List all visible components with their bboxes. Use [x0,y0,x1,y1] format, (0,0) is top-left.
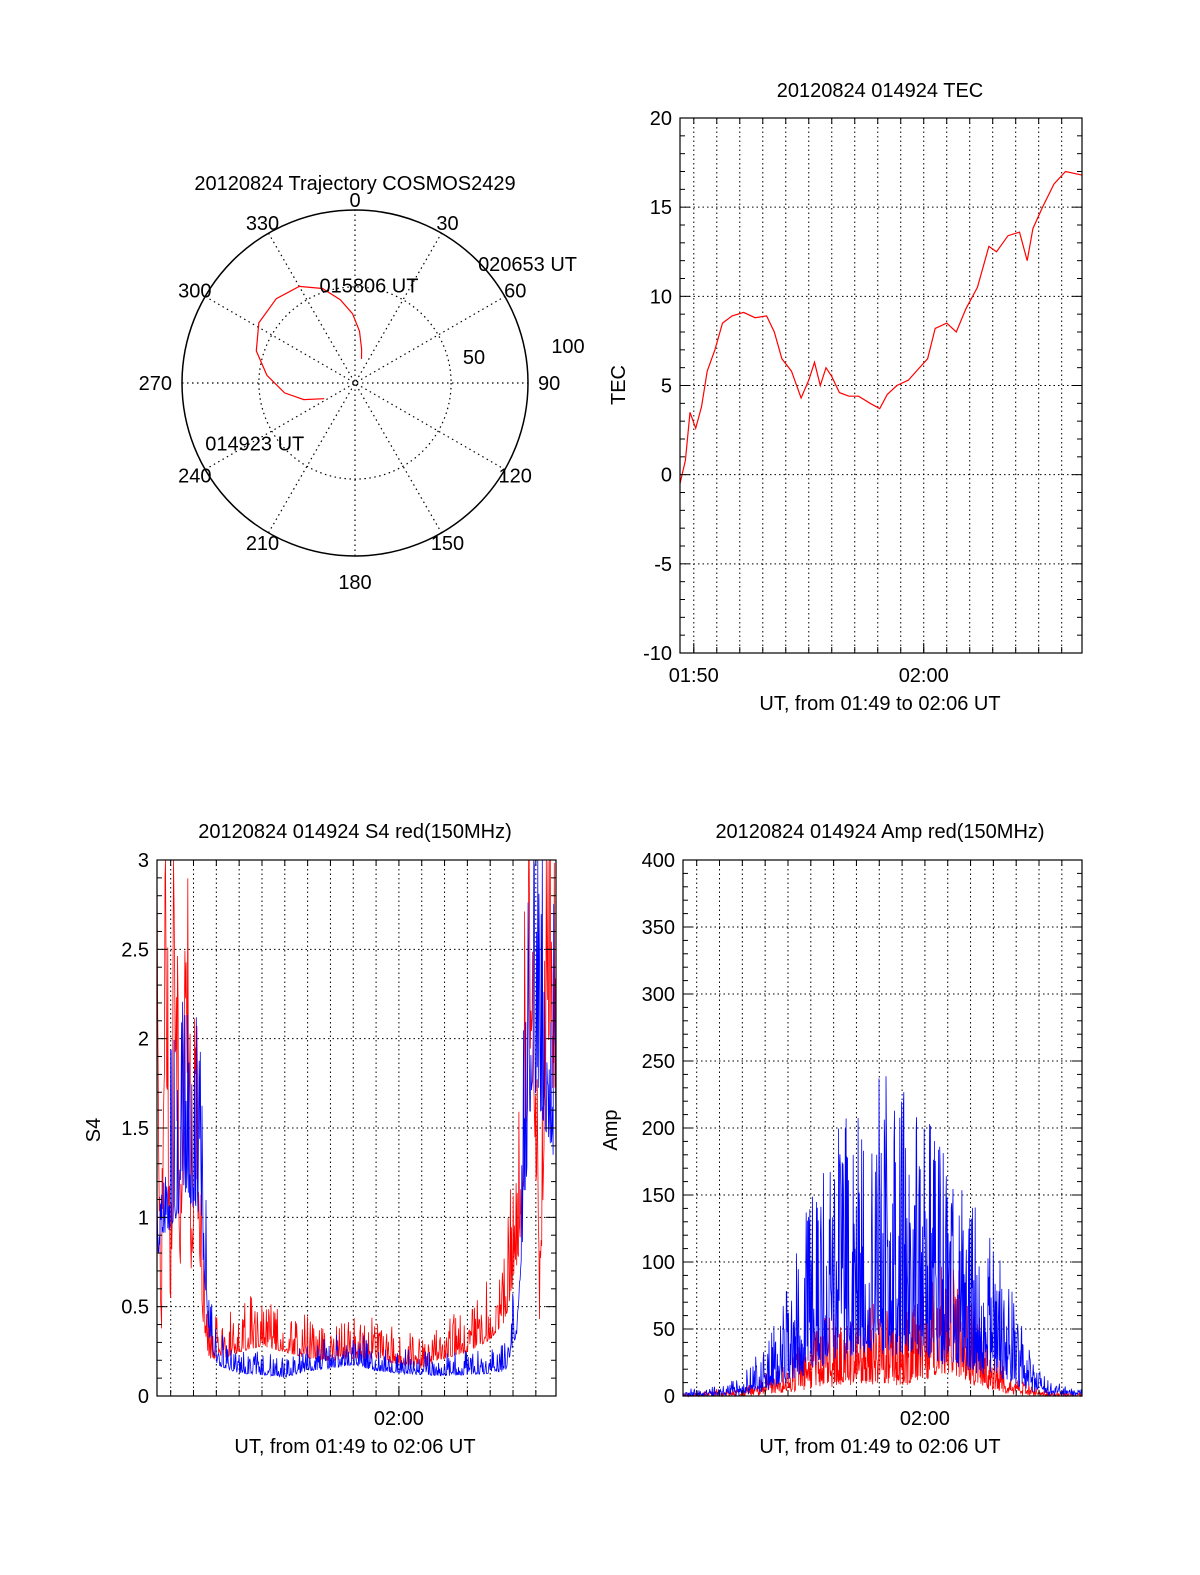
x-tick-label: 01:50 [669,665,719,687]
y-tick-label: 0 [664,1386,675,1408]
x-tick-label: 02:00 [900,1408,950,1430]
polar-ring [258,286,452,480]
tec-ticks: -10 -5 0 5 10 15 20 01:50 02:00 [643,108,1082,687]
polar-trajectory-panel: 20120824 Trajectory COSMOS2429 0 30 60 90 12… [139,173,585,594]
azimuth-label: 330 [246,213,279,235]
x-tick-label: 02:00 [899,665,949,687]
amp-panel: 20120824 014924 Amp red(150MHz) 0 50 100 15… [600,821,1083,1458]
amp-ticks: 0 50 100 150 200 250 300 350 400 02:00 [642,850,1082,1430]
y-tick-label: 350 [642,917,675,939]
polar-title: 20120824 Trajectory COSMOS2429 [194,173,515,195]
s4-title: 20120824 014924 S4 red(150MHz) [198,821,512,843]
s4-ticks: 0 0.5 1 1.5 2 2.5 3 02:00 [121,850,556,1430]
azimuth-label: 30 [436,213,458,235]
s4-x-axis-label: UT, from 01:49 to 02:06 UT [234,1436,475,1458]
azimuth-label: 0 [349,190,360,212]
polar-outer-circle [181,209,529,557]
azimuth-label: 120 [499,466,532,488]
tec-series [679,170,1083,484]
y-tick-label: 300 [642,984,675,1006]
amp-series [682,1076,1083,1398]
y-tick-label: 400 [642,850,675,872]
azimuth-label: 180 [338,572,371,594]
tec-panel: 20120824 014924 TEC -10 -5 0 5 10 15 20 01:50 02… [608,80,1083,715]
azimuth-label: 60 [504,281,526,303]
tec-plot-frame [679,117,1083,654]
polar-labels: 0 30 60 90 120 150 180 210 240 270 300 330 50 100 [139,190,585,594]
series-line-blue [682,1076,1083,1398]
y-tick-label: 250 [642,1051,675,1073]
amp-y-axis-label: Amp [600,1109,622,1150]
y-tick-label: -5 [654,554,672,576]
y-tick-label: 2.5 [121,939,149,961]
radial-label: 50 [463,347,485,369]
y-tick-label: 50 [653,1319,675,1341]
y-tick-label: 100 [642,1252,675,1274]
y-tick-label: 1 [138,1207,149,1229]
y-tick-label: 200 [642,1118,675,1140]
radial-label: 100 [551,336,584,358]
azimuth-label: 270 [139,373,172,395]
y-tick-label: 20 [650,108,672,130]
amp-x-axis-label: UT, from 01:49 to 02:06 UT [759,1436,1000,1458]
s4-series [156,859,557,1379]
azimuth-label: 150 [431,533,464,555]
series-line-blue [156,859,557,1379]
amp-title: 20120824 014924 Amp red(150MHz) [715,821,1044,843]
y-tick-label: 3 [138,850,149,872]
y-tick-label: 10 [650,286,672,308]
tec-grid [680,118,1082,653]
y-tick-label: 1.5 [121,1118,149,1140]
tec-x-axis-label: UT, from 01:49 to 02:06 UT [759,693,1000,715]
series-line-red [679,170,1083,484]
azimuth-label: 240 [178,466,211,488]
trajectory-time-label: 014923 UT [205,433,304,455]
trajectory-annotations: 014923 UT 015806 UT 020653 UT [205,254,577,455]
trajectory-line [255,285,363,401]
tec-title: 20120824 014924 TEC [777,80,983,102]
y-tick-label: 0 [138,1386,149,1408]
y-tick-label: 15 [650,197,672,219]
y-tick-label: 150 [642,1185,675,1207]
azimuth-label: 90 [538,373,560,395]
tec-y-axis-label: TEC [608,365,630,405]
azimuth-label: 300 [178,281,211,303]
s4-y-axis-label: S4 [83,1118,105,1142]
y-tick-label: -10 [643,643,672,665]
y-tick-label: 0.5 [121,1297,149,1319]
trajectory-time-label: 020653 UT [478,254,577,276]
polar-grid [182,210,528,556]
trajectory-time-label: 015806 UT [319,275,418,297]
s4-panel: 20120824 014924 S4 red(150MHz) 0 0.5 1 1.5 2… [83,821,557,1458]
y-tick-label: 0 [661,465,672,487]
y-tick-label: 2 [138,1029,149,1051]
azimuth-label: 210 [246,533,279,555]
y-tick-label: 5 [661,376,672,398]
series-line-red [156,859,557,1369]
x-tick-label: 02:00 [374,1408,424,1430]
